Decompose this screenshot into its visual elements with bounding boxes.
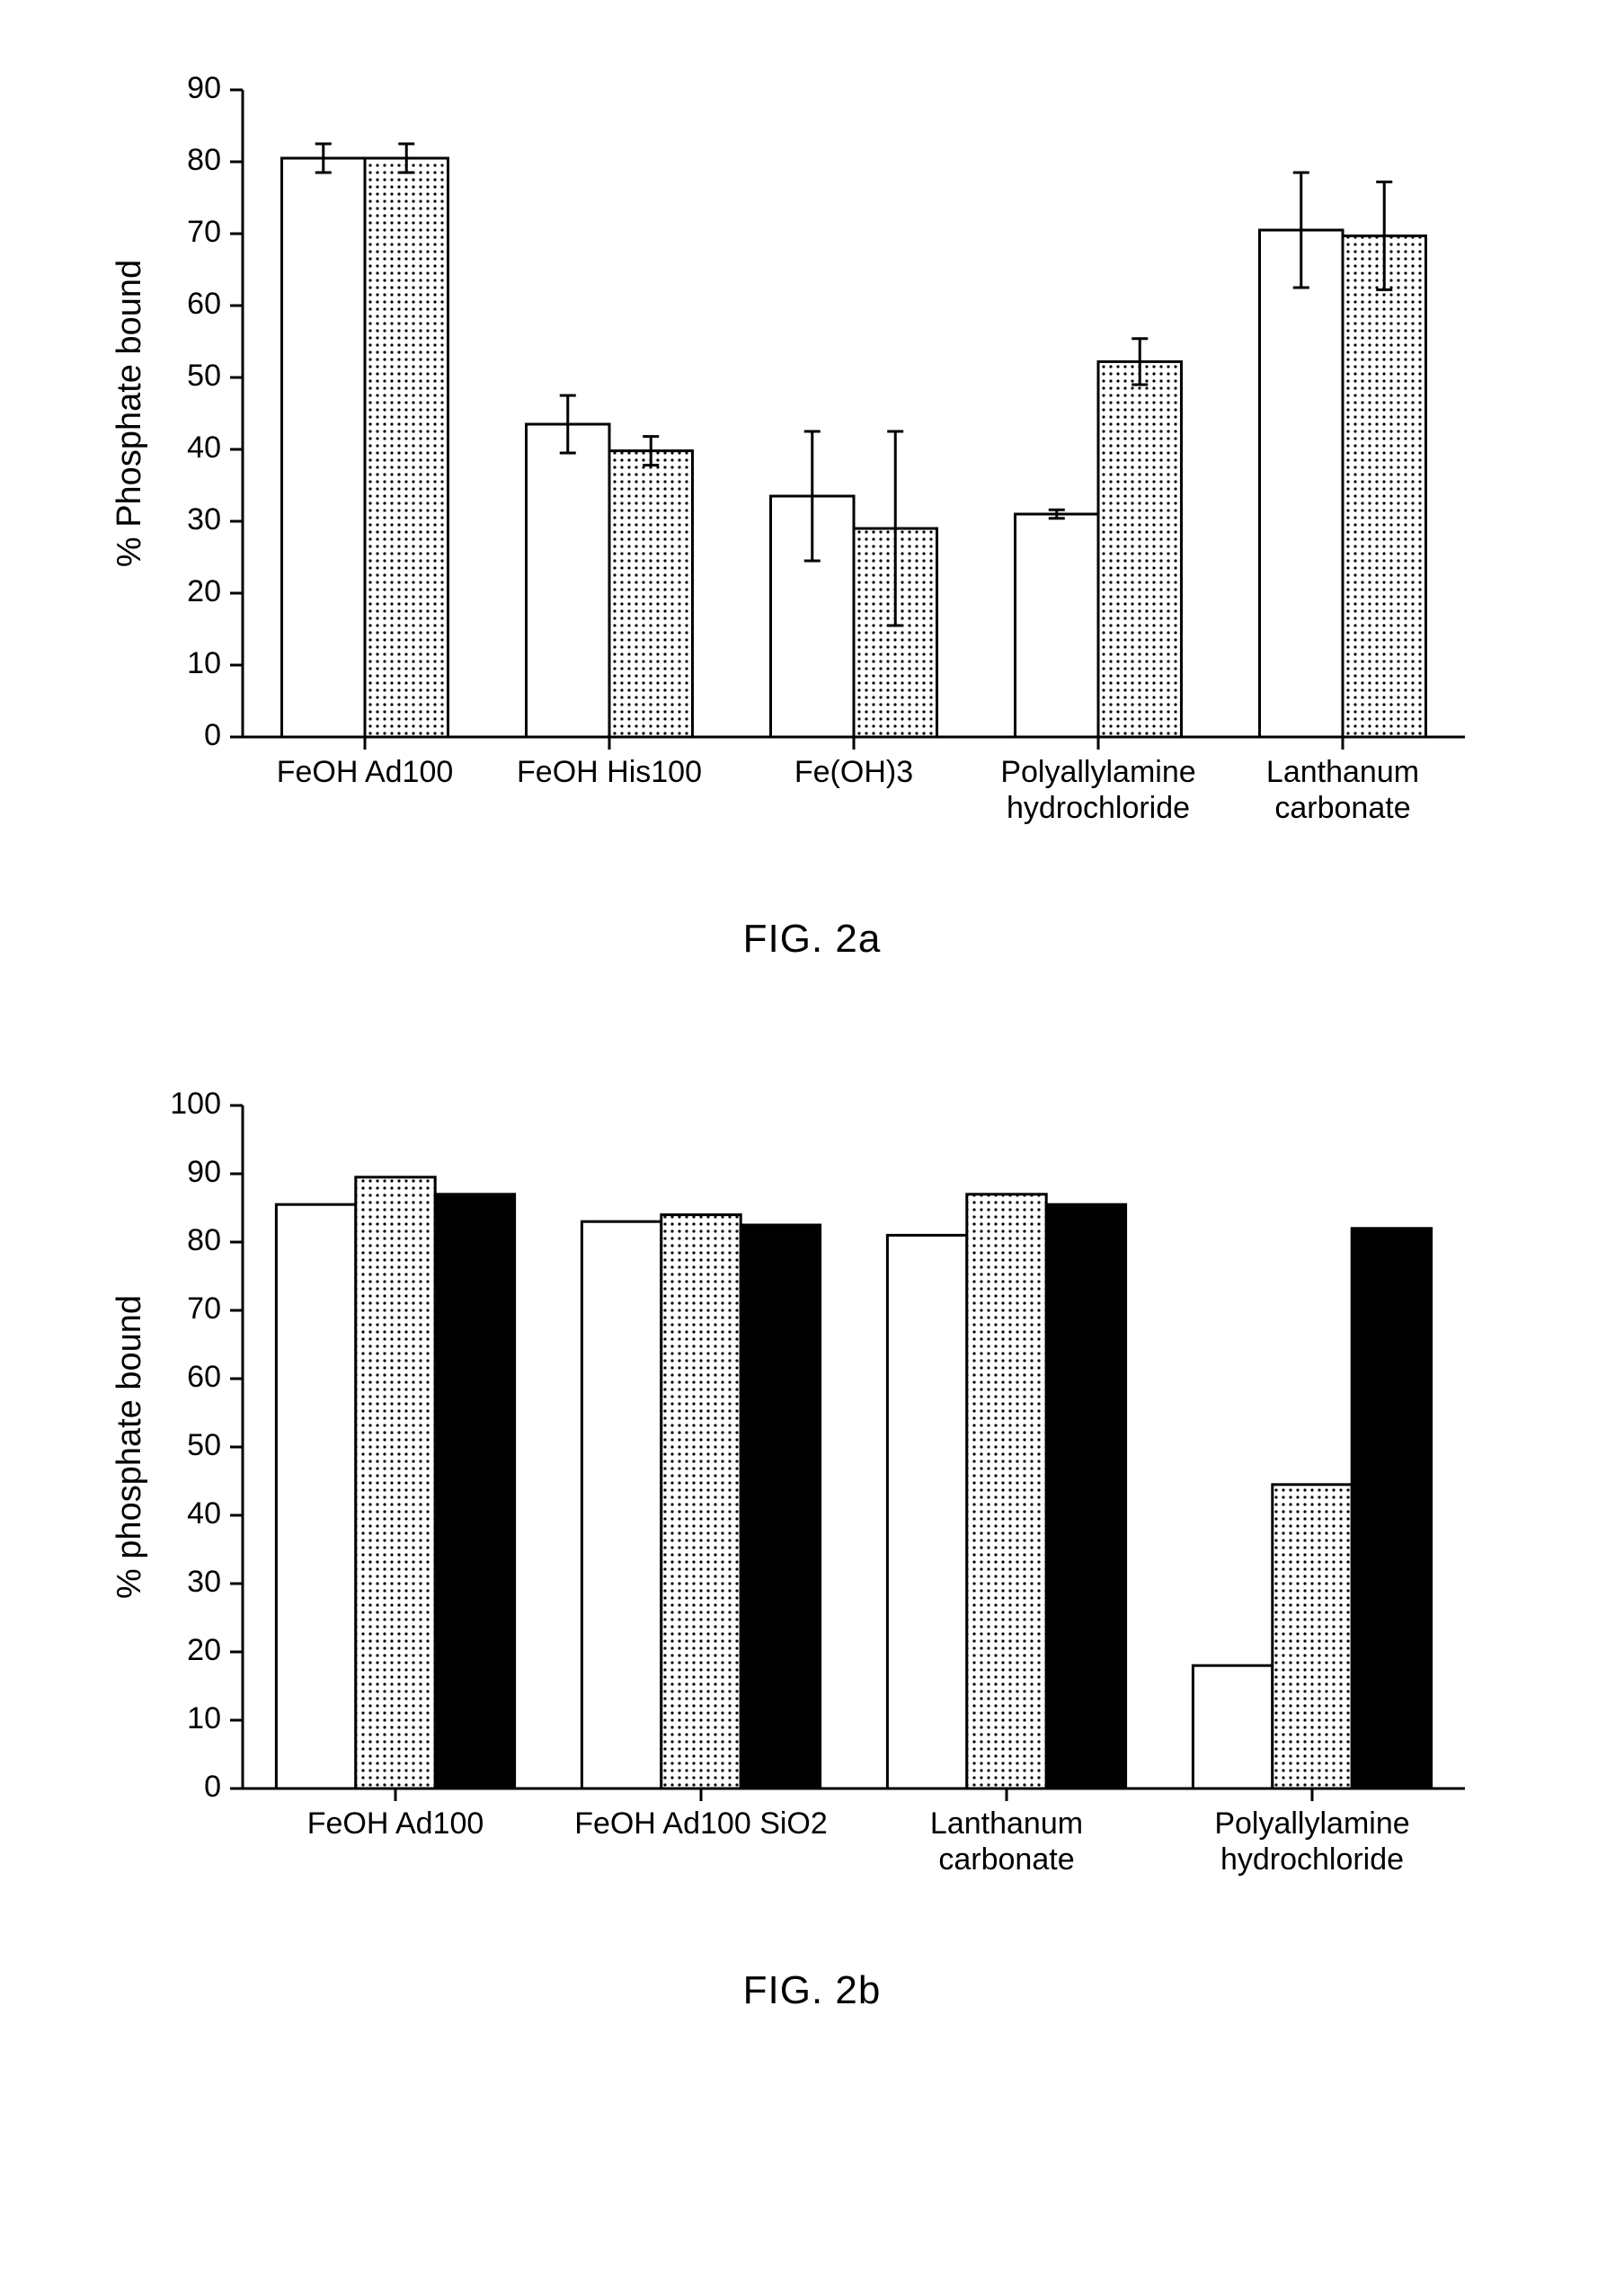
svg-text:FeOH Ad100: FeOH Ad100: [277, 755, 454, 789]
svg-text:Lanthanum: Lanthanum: [930, 1806, 1083, 1841]
chart-b-block: 0 10 20 30 40 50 60 70 80 90 100 % phosphate bound F…: [36, 1070, 1588, 2013]
svg-text:carbonate: carbonate: [1274, 791, 1410, 825]
svg-text:40: 40: [187, 430, 221, 465]
svg-text:% Phosphate bound: % Phosphate bound: [111, 260, 148, 567]
fig-2b-caption: FIG. 2b: [36, 1968, 1588, 2013]
svg-text:Polyallylamine: Polyallylamine: [1214, 1806, 1409, 1841]
svg-text:0: 0: [204, 1770, 221, 1804]
svg-text:20: 20: [187, 1633, 221, 1667]
svg-text:Lanthanum: Lanthanum: [1266, 755, 1419, 789]
svg-text:80: 80: [187, 143, 221, 177]
svg-text:50: 50: [187, 1428, 221, 1462]
svg-text:10: 10: [187, 1701, 221, 1735]
chart-a-svg: 0 10 20 30 40 50 60 70 80 90 % Phosphate bound FeOH…: [36, 54, 1588, 890]
svg-text:FeOH Ad100 SiO2: FeOH Ad100 SiO2: [574, 1806, 828, 1841]
svg-text:FeOH Ad100: FeOH Ad100: [307, 1806, 484, 1841]
svg-text:carbonate: carbonate: [938, 1842, 1074, 1877]
svg-text:20: 20: [187, 574, 221, 608]
chart-a-block: 0 10 20 30 40 50 60 70 80 90 % Phosphate bound FeOH…: [36, 54, 1588, 962]
svg-text:70: 70: [187, 1291, 221, 1326]
svg-text:Polyallylamine: Polyallylamine: [1000, 755, 1195, 789]
svg-text:10: 10: [187, 646, 221, 680]
svg-text:30: 30: [187, 502, 221, 537]
svg-text:90: 90: [187, 71, 221, 105]
chart-b-svg: 0 10 20 30 40 50 60 70 80 90 100 % phosphate bound F…: [36, 1070, 1588, 1941]
svg-text:80: 80: [187, 1223, 221, 1257]
fig-2a-caption: FIG. 2a: [36, 917, 1588, 962]
svg-text:60: 60: [187, 287, 221, 321]
svg-text:90: 90: [187, 1155, 221, 1189]
svg-text:40: 40: [187, 1496, 221, 1531]
svg-text:30: 30: [187, 1565, 221, 1599]
svg-text:60: 60: [187, 1360, 221, 1394]
svg-text:hydrochloride: hydrochloride: [1220, 1842, 1404, 1877]
svg-text:FeOH His100: FeOH His100: [517, 755, 702, 789]
svg-text:Fe(OH)3: Fe(OH)3: [794, 755, 913, 789]
figure-wrap: 0 10 20 30 40 50 60 70 80 90 % Phosphate bound FeOH…: [36, 54, 1588, 2013]
svg-text:100: 100: [170, 1087, 221, 1121]
svg-text:% phosphate bound: % phosphate bound: [111, 1295, 148, 1599]
svg-text:50: 50: [187, 359, 221, 393]
svg-text:0: 0: [204, 718, 221, 752]
svg-text:70: 70: [187, 215, 221, 249]
svg-text:hydrochloride: hydrochloride: [1007, 791, 1190, 825]
